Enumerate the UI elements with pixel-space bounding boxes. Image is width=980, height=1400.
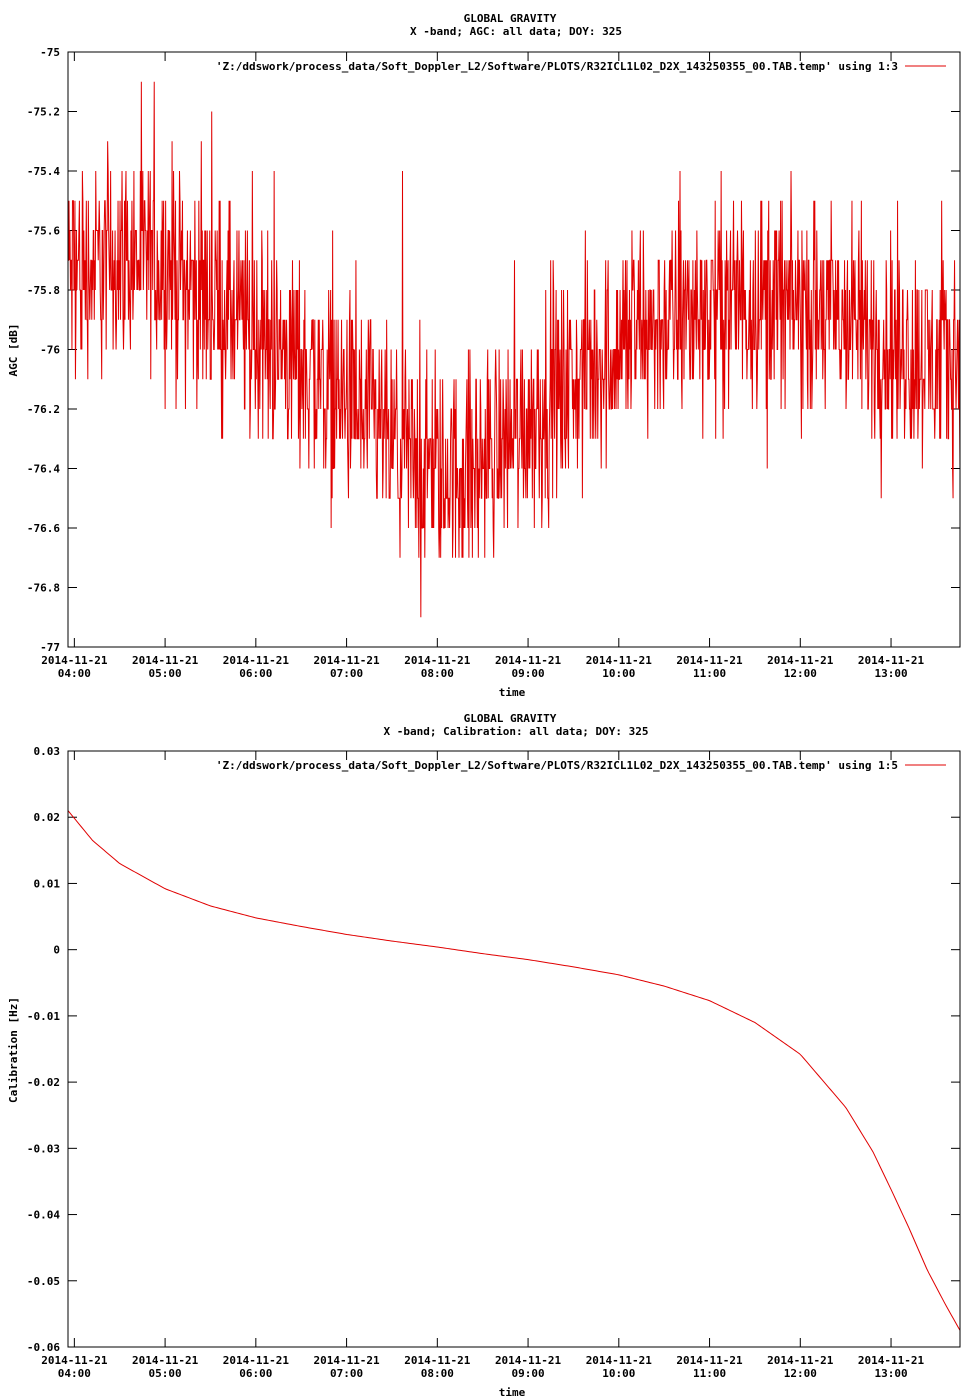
x-tick-time-label: 08:00 — [421, 667, 454, 680]
x-tick-date-label: 2014-11-21 — [586, 654, 653, 667]
y-tick-label: -0.05 — [27, 1275, 60, 1288]
y-tick-label: -76 — [40, 344, 60, 357]
agc-plot-frame — [67, 51, 961, 648]
y-tick-label: -0.04 — [27, 1209, 60, 1222]
x-tick-time-label: 04:00 — [58, 667, 91, 680]
x-tick-date-label: 2014-11-21 — [858, 654, 925, 667]
y-tick-label: 0.02 — [34, 811, 61, 824]
x-tick-time-label: 05:00 — [149, 667, 182, 680]
x-tick-date-label: 2014-11-21 — [495, 1354, 562, 1367]
x-tick-date-label: 2014-11-21 — [404, 1354, 471, 1367]
x-tick-time-label: 11:00 — [693, 667, 726, 680]
calibration-chart-title: GLOBAL GRAVITY — [464, 712, 557, 725]
x-tick-time-label: 10:00 — [602, 1367, 635, 1380]
x-tick-time-label: 13:00 — [874, 667, 907, 680]
y-tick-label: 0.03 — [34, 745, 61, 758]
x-tick-date-label: 2014-11-21 — [767, 654, 834, 667]
x-tick-date-label: 2014-11-21 — [132, 1354, 199, 1367]
x-tick-date-label: 2014-11-21 — [586, 1354, 653, 1367]
x-tick-time-label: 12:00 — [784, 667, 817, 680]
agc-chart-title: GLOBAL GRAVITY — [464, 12, 557, 25]
x-tick-time-label: 07:00 — [330, 667, 363, 680]
x-tick-date-label: 2014-11-21 — [223, 654, 290, 667]
agc-x-axis-label: time — [499, 686, 526, 699]
x-tick-date-label: 2014-11-21 — [313, 654, 380, 667]
y-tick-label: -0.06 — [27, 1341, 60, 1354]
x-tick-time-label: 06:00 — [239, 667, 272, 680]
x-tick-date-label: 2014-11-21 — [132, 654, 199, 667]
x-tick-date-label: 2014-11-21 — [676, 1354, 743, 1367]
x-tick-time-label: 05:00 — [149, 1367, 182, 1380]
x-tick-date-label: 2014-11-21 — [223, 1354, 290, 1367]
calibration-legend-label: 'Z:/ddswork/process_data/Soft_Doppler_L2… — [216, 759, 898, 772]
x-tick-date-label: 2014-11-21 — [676, 654, 743, 667]
x-tick-date-label: 2014-11-21 — [404, 654, 471, 667]
calibration-x-axis-label: time — [499, 1386, 526, 1399]
x-tick-time-label: 10:00 — [602, 667, 635, 680]
x-tick-date-label: 2014-11-21 — [767, 1354, 834, 1367]
x-tick-date-label: 2014-11-21 — [41, 654, 108, 667]
y-tick-label: -76.4 — [27, 463, 60, 476]
y-tick-label: -75.8 — [27, 284, 60, 297]
y-tick-label: 0.01 — [34, 877, 61, 890]
x-tick-time-label: 11:00 — [693, 1367, 726, 1380]
x-tick-time-label: 09:00 — [512, 1367, 545, 1380]
x-tick-time-label: 06:00 — [239, 1367, 272, 1380]
calibration-axis-ticks: 0.03 0.02 0.01 0 -0.01 -0.02 -0.03 -0.04 -0.05 -0… — [27, 745, 960, 1380]
x-tick-date-label: 2014-11-21 — [41, 1354, 108, 1367]
y-tick-label: -75.2 — [27, 106, 60, 119]
x-tick-time-label: 04:00 — [58, 1367, 91, 1380]
calibration-series-line — [67, 810, 961, 1331]
y-tick-label: -0.02 — [27, 1076, 60, 1089]
x-tick-time-label: 07:00 — [330, 1367, 363, 1380]
calibration-y-axis-label: Calibration [Hz] — [7, 997, 20, 1103]
y-tick-label: -0.03 — [27, 1142, 60, 1155]
y-tick-label: -76.8 — [27, 582, 60, 595]
x-tick-date-label: 2014-11-21 — [313, 1354, 380, 1367]
calibration-plot-frame — [67, 750, 961, 1348]
x-tick-date-label: 2014-11-21 — [495, 654, 562, 667]
y-tick-label: -77 — [40, 641, 60, 654]
y-tick-label: -75.4 — [27, 165, 60, 178]
y-tick-label: 0 — [53, 944, 60, 957]
agc-series-line — [68, 81, 961, 618]
calibration-chart-subtitle: X -band; Calibration: all data; DOY: 325 — [384, 725, 649, 738]
x-tick-date-label: 2014-11-21 — [858, 1354, 925, 1367]
y-tick-label: -76.6 — [27, 522, 60, 535]
agc-legend-label: 'Z:/ddswork/process_data/Soft_Doppler_L2… — [216, 60, 898, 73]
agc-panel: GLOBAL GRAVITY X -band; AGC: all data; D… — [7, 12, 961, 699]
y-tick-label: -75 — [40, 46, 60, 59]
x-tick-time-label: 08:00 — [421, 1367, 454, 1380]
x-tick-time-label: 13:00 — [874, 1367, 907, 1380]
y-tick-label: -75.6 — [27, 225, 60, 238]
y-tick-label: -0.01 — [27, 1010, 60, 1023]
agc-chart-subtitle: X -band; AGC: all data; DOY: 325 — [410, 25, 622, 38]
y-tick-label: -76.2 — [27, 403, 60, 416]
x-tick-time-label: 09:00 — [512, 667, 545, 680]
agc-y-axis-label: AGC [dB] — [7, 324, 20, 377]
x-tick-time-label: 12:00 — [784, 1367, 817, 1380]
agc-axis-ticks: -75 -75.2 -75.4 -75.6 -75.8 -76 -76.2 -76.4 -76.… — [27, 46, 960, 680]
calibration-panel: GLOBAL GRAVITY X -band; Calibration: all… — [7, 712, 961, 1399]
